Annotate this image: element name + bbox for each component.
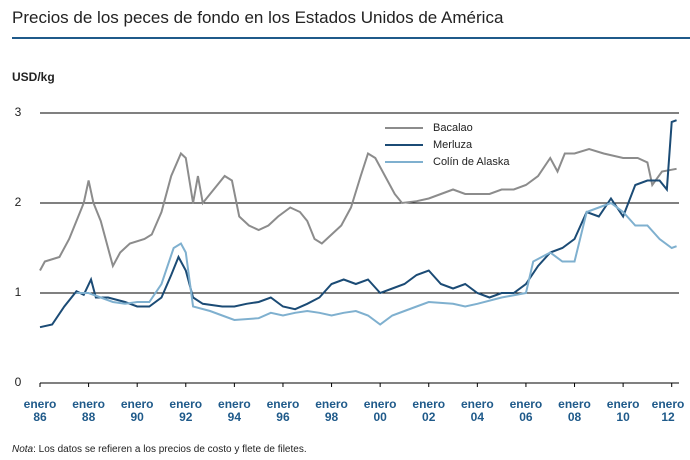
legend-label: Bacalao [433,122,473,134]
y-tick-label: 3 [15,105,22,119]
chart-title: Precios de los peces de fondo en los Est… [12,8,504,27]
x-tick-label: enero 96 [266,397,300,424]
x-tick-label: enero 10 [606,397,640,424]
x-tick-label: enero 02 [412,397,446,424]
y-tick-label: 1 [15,285,22,299]
y-tick-label: 2 [15,195,22,209]
line [76,201,677,326]
x-tick-label: enero 12 [651,397,685,424]
x-tick-label: enero 04 [460,397,494,424]
legend-label: Merluza [433,139,473,151]
x-tick-label: enero 88 [72,397,105,424]
legend-label: Colín de Alaska [433,156,510,168]
y-tick-label: 0 [15,375,22,389]
x-tick-label: enero 94 [218,397,251,424]
line [39,147,677,271]
x-tick-label: enero 98 [315,397,348,424]
x-tick-label: enero 86 [23,397,57,424]
x-tick-label: enero 08 [558,397,591,424]
note: Nota: Los datos se refieren a los precio… [12,444,307,455]
note-label: Nota [12,444,34,455]
line [39,119,677,329]
note-text: : Los datos se refieren a los precios de… [33,444,307,455]
x-tick-label: enero 92 [169,397,203,424]
x-tick-label: enero 00 [363,397,397,424]
x-tick-label: enero 90 [120,397,154,424]
x-tick-label: enero 06 [509,397,543,424]
y-axis-label: USD/kg [12,70,55,84]
